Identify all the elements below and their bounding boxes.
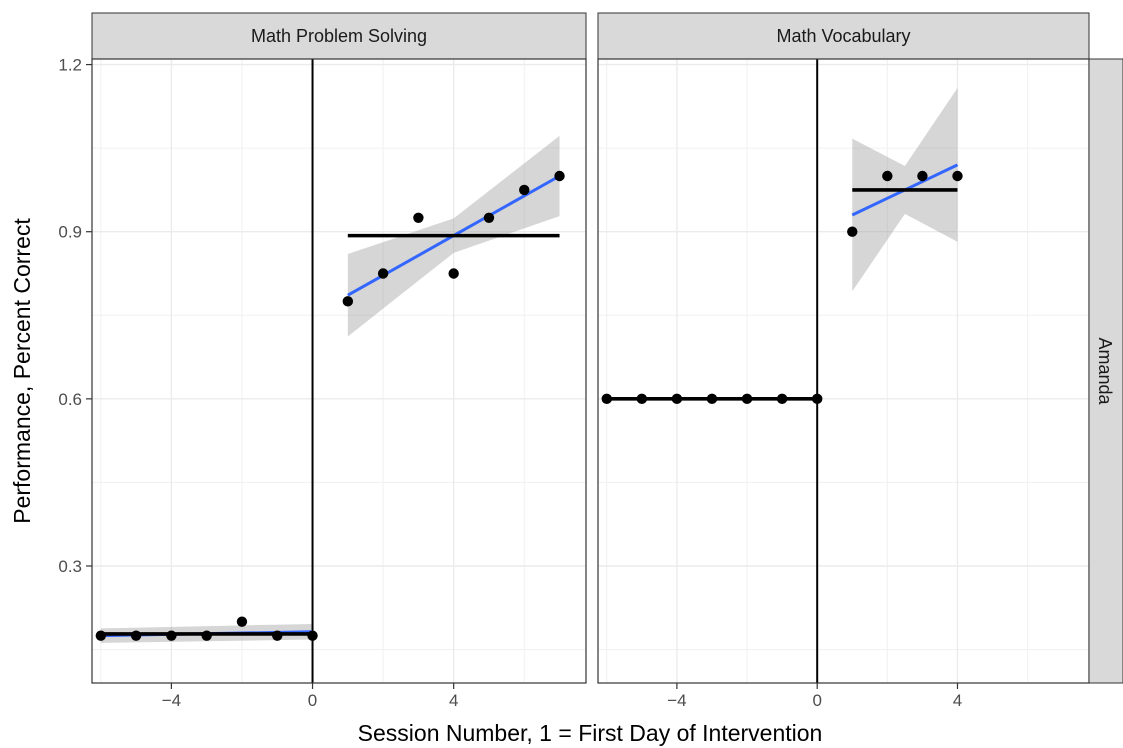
intervention-data-point (448, 268, 458, 278)
baseline-data-point (166, 630, 176, 640)
baseline-data-point (272, 630, 282, 640)
baseline-data-point (637, 394, 647, 404)
intervention-data-point (847, 227, 857, 237)
intervention-data-point (917, 171, 927, 181)
x-tick-label: 0 (308, 691, 317, 710)
baseline-data-point (602, 394, 612, 404)
y-tick-label: 0.3 (58, 557, 82, 576)
x-tick-label: −4 (667, 691, 686, 710)
baseline-data-point (742, 394, 752, 404)
x-tick-label: 0 (812, 691, 821, 710)
facet-panel: Math Problem Solving (92, 13, 586, 683)
baseline-data-point (707, 394, 717, 404)
y-tick-label: 0.9 (58, 223, 82, 242)
baseline-data-point (777, 394, 787, 404)
row-strip-label: Amanda (1095, 337, 1115, 405)
baseline-data-point (812, 394, 822, 404)
panel-background (92, 59, 586, 683)
facet-strip-label: Math Vocabulary (776, 26, 910, 46)
facet-panels: Math Problem Solving Math Vocabulary (92, 13, 1089, 683)
baseline-data-point (307, 630, 317, 640)
intervention-data-point (343, 296, 353, 306)
panel-background (598, 59, 1089, 683)
baseline-data-point (201, 630, 211, 640)
baseline-data-point (96, 630, 106, 640)
x-tick-label: −4 (162, 691, 181, 710)
intervention-data-point (882, 171, 892, 181)
intervention-data-point (378, 268, 388, 278)
baseline-data-point (237, 617, 247, 627)
baseline-data-point (131, 630, 141, 640)
intervention-data-point (519, 185, 529, 195)
x-axis: −4 0 4 −4 0 4 (162, 683, 963, 710)
baseline-data-point (672, 394, 682, 404)
y-axis: 0.3 0.6 0.9 1.2 (58, 56, 92, 576)
intervention-data-point (413, 213, 423, 223)
facet-panel: Math Vocabulary (598, 13, 1089, 683)
intervention-data-point (554, 171, 564, 181)
y-tick-label: 0.6 (58, 390, 82, 409)
x-tick-label: 4 (449, 691, 458, 710)
row-strip: Amanda (1089, 59, 1123, 683)
x-axis-title: Session Number, 1 = First Day of Interve… (358, 720, 823, 746)
y-tick-label: 1.2 (58, 56, 82, 75)
intervention-data-point (484, 213, 494, 223)
facet-strip-label: Math Problem Solving (251, 26, 427, 46)
y-axis-title: Performance, Percent Correct (9, 218, 35, 524)
intervention-data-point (952, 171, 962, 181)
x-tick-label: 4 (953, 691, 962, 710)
